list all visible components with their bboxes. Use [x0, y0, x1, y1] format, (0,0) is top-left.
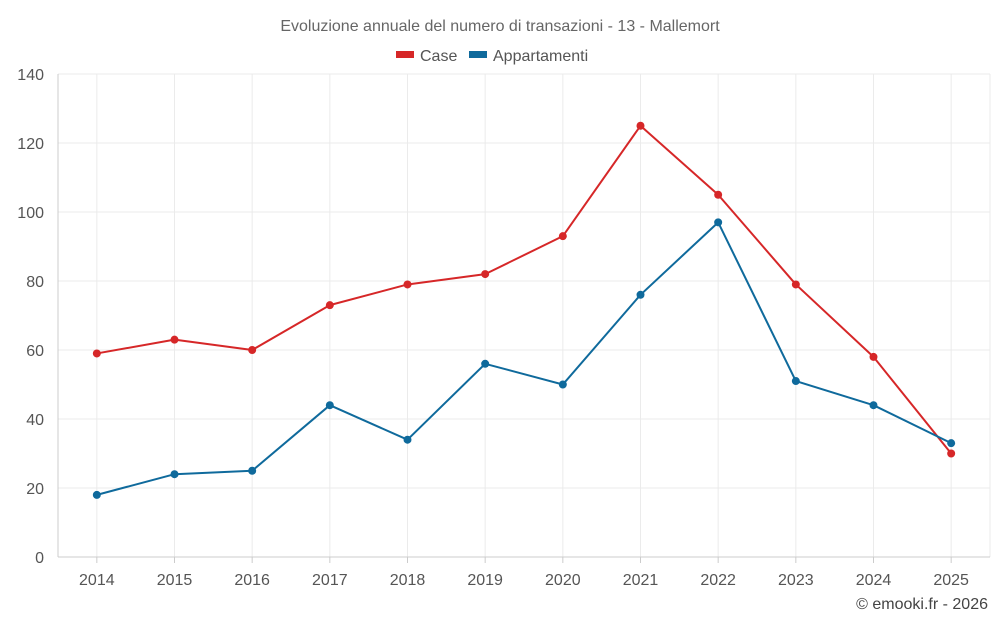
y-tick-label-0: 0 [35, 550, 44, 567]
data-point-case-2015[interactable] [170, 335, 179, 344]
x-tick-label-2018: 2018 [390, 572, 426, 589]
y-tick-label-80: 80 [26, 274, 44, 291]
data-point-appartamenti-2014[interactable] [92, 490, 101, 499]
x-tick-label-2019: 2019 [467, 572, 503, 589]
chart-title: Evoluzione annuale del numero di transaz… [280, 18, 720, 35]
data-point-appartamenti-2023[interactable] [791, 377, 800, 386]
data-point-case-2018[interactable] [403, 280, 412, 289]
data-point-appartamenti-2018[interactable] [403, 435, 412, 444]
data-point-case-2024[interactable] [869, 352, 878, 361]
data-point-case-2020[interactable] [558, 232, 567, 241]
y-tick-label-140: 140 [17, 67, 44, 84]
data-point-appartamenti-2015[interactable] [170, 470, 179, 479]
x-tick-label-2024: 2024 [856, 572, 892, 589]
data-point-case-2017[interactable] [325, 301, 334, 310]
y-tick-label-120: 120 [17, 136, 44, 153]
x-tick-label-2017: 2017 [312, 572, 348, 589]
legend: Case Appartamenti [396, 48, 588, 65]
data-point-appartamenti-2019[interactable] [481, 359, 490, 368]
y-tick-label-40: 40 [26, 412, 44, 429]
legend-item-case[interactable]: Case [396, 48, 457, 65]
x-tick-label-2015: 2015 [157, 572, 193, 589]
series-layer [92, 121, 956, 499]
data-point-appartamenti-2020[interactable] [558, 380, 567, 389]
x-tick-label-2020: 2020 [545, 572, 581, 589]
x-tick-label-2021: 2021 [623, 572, 659, 589]
data-point-appartamenti-2022[interactable] [714, 218, 723, 227]
legend-label-case: Case [420, 48, 457, 65]
x-tick-label-2023: 2023 [778, 572, 814, 589]
legend-label-appartamenti: Appartamenti [493, 48, 588, 65]
y-tick-label-60: 60 [26, 343, 44, 360]
grid [58, 73, 991, 557]
y-tick-label-20: 20 [26, 481, 44, 498]
data-point-appartamenti-2017[interactable] [325, 401, 334, 410]
series-line-appartamenti [96, 221, 952, 496]
data-point-case-2022[interactable] [714, 190, 723, 199]
data-point-appartamenti-2025[interactable] [947, 439, 956, 448]
series-case [92, 121, 956, 458]
legend-swatch-appartamenti [469, 51, 487, 58]
axes: 0 20 40 60 80 100 120 140 2014 2015 2016 2017 2018 20… [17, 67, 990, 589]
data-point-case-2019[interactable] [481, 270, 490, 279]
series-appartamenti [92, 218, 956, 499]
x-tick-label-2014: 2014 [79, 572, 115, 589]
data-point-case-2025[interactable] [947, 449, 956, 458]
data-point-appartamenti-2016[interactable] [248, 466, 257, 475]
legend-item-appartamenti[interactable]: Appartamenti [469, 48, 588, 65]
legend-swatch-case [396, 51, 414, 58]
data-point-appartamenti-2021[interactable] [636, 290, 645, 299]
x-tick-label-2016: 2016 [234, 572, 270, 589]
credit-label: © emooki.fr - 2026 [856, 596, 988, 613]
y-tick-label-100: 100 [17, 205, 44, 222]
data-point-case-2021[interactable] [636, 121, 645, 130]
data-point-appartamenti-2024[interactable] [869, 401, 878, 410]
data-point-case-2016[interactable] [248, 346, 257, 354]
series-line-case [96, 124, 952, 455]
x-tick-label-2025: 2025 [933, 572, 969, 589]
data-point-case-2014[interactable] [92, 349, 101, 358]
data-point-case-2023[interactable] [791, 280, 800, 289]
x-tick-label-2022: 2022 [700, 572, 736, 589]
